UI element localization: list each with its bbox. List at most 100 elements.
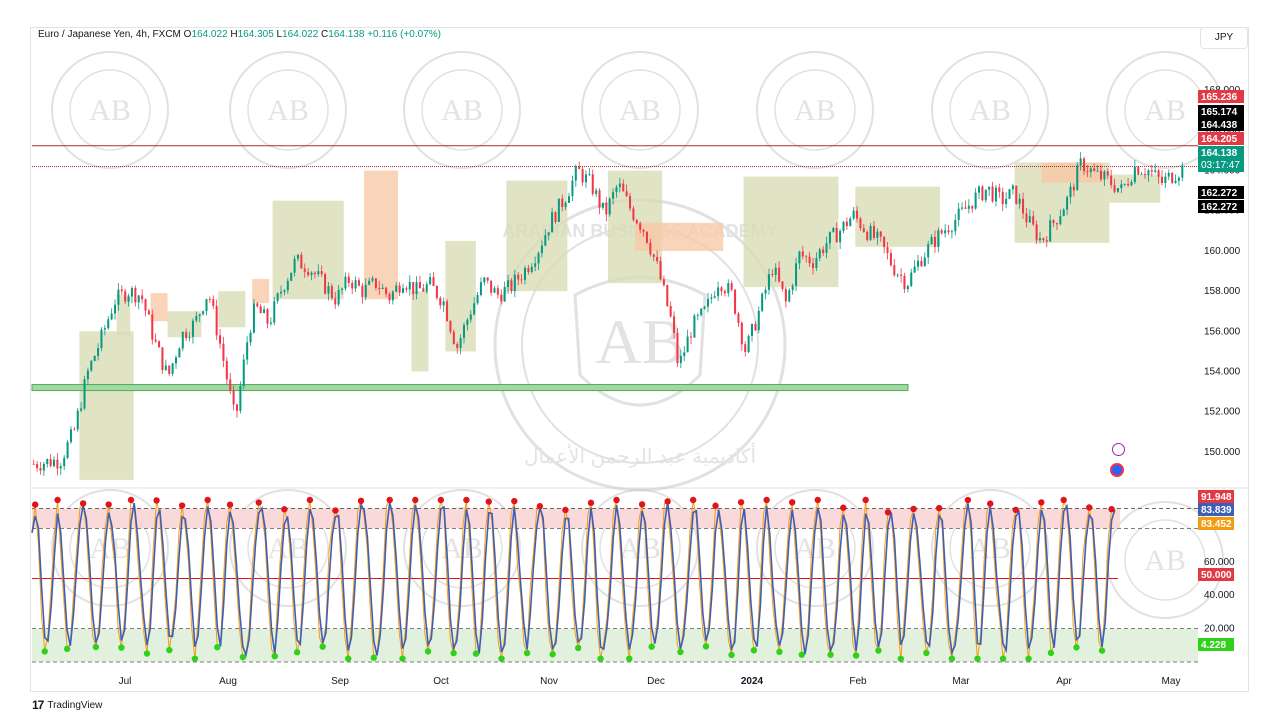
candle-body bbox=[476, 295, 479, 304]
candle-body bbox=[171, 363, 174, 374]
seal-ring-inner bbox=[247, 507, 329, 589]
candle-body bbox=[662, 279, 665, 286]
osc-peak-dot bbox=[664, 498, 671, 505]
candle-body bbox=[347, 276, 350, 283]
candle-body bbox=[405, 288, 408, 290]
zone-box bbox=[506, 180, 568, 292]
seal-monogram: AB bbox=[267, 94, 309, 127]
candle-body bbox=[313, 272, 316, 275]
osc-trough-dot bbox=[271, 652, 278, 660]
candle-body bbox=[984, 189, 987, 201]
zone-box bbox=[364, 170, 398, 300]
candle-body bbox=[1140, 174, 1143, 175]
candle-body bbox=[113, 304, 117, 314]
candle-body bbox=[994, 187, 997, 202]
alert-icon[interactable] bbox=[1112, 443, 1125, 456]
candle-body bbox=[832, 228, 835, 232]
candle-body bbox=[212, 299, 215, 306]
candle-body bbox=[90, 360, 93, 371]
candle-body bbox=[652, 254, 655, 257]
candle-body bbox=[1049, 220, 1052, 242]
candle-body bbox=[937, 230, 940, 247]
osc-peak-dot bbox=[935, 504, 943, 512]
currency-button[interactable]: JPY bbox=[1200, 27, 1248, 49]
candle-body bbox=[534, 263, 537, 267]
replay-icon[interactable] bbox=[1110, 463, 1124, 477]
candle-body bbox=[1144, 174, 1147, 176]
open-value: 164.022 bbox=[191, 29, 228, 40]
candle-body bbox=[425, 284, 428, 292]
candle-body bbox=[185, 331, 188, 339]
candle-body bbox=[439, 297, 442, 306]
candle-body bbox=[805, 256, 808, 258]
candle-body bbox=[1116, 188, 1119, 192]
zone-box bbox=[218, 291, 246, 328]
candle-body bbox=[1038, 238, 1042, 241]
candle-body bbox=[388, 294, 391, 301]
candle-body bbox=[93, 355, 96, 361]
candle-body bbox=[408, 281, 411, 290]
candle-body bbox=[1005, 198, 1008, 205]
candle-body bbox=[371, 278, 374, 281]
candle-body bbox=[852, 210, 855, 219]
osc-trough-dot bbox=[702, 643, 710, 650]
candle-body bbox=[612, 192, 615, 199]
seal-monogram: AB bbox=[619, 94, 661, 127]
candle-body bbox=[46, 459, 49, 465]
candle-body bbox=[36, 464, 39, 469]
price-label-bg bbox=[1198, 200, 1244, 213]
osc-trough-dot bbox=[626, 655, 633, 662]
candle-body bbox=[110, 313, 113, 320]
candle-body bbox=[1096, 170, 1099, 172]
candle-body bbox=[215, 305, 218, 336]
candle-body bbox=[490, 280, 493, 293]
candle-body bbox=[53, 459, 56, 467]
watermark-seal: AB bbox=[51, 51, 169, 169]
candle-body bbox=[917, 260, 920, 267]
candle-body bbox=[1123, 183, 1126, 185]
candle-body bbox=[1174, 180, 1177, 183]
osc-trough-dot bbox=[143, 650, 151, 657]
price-label: 164.438 bbox=[1201, 120, 1238, 131]
osc-trough-dot bbox=[450, 649, 457, 657]
candle-body bbox=[1103, 171, 1106, 180]
candle-body bbox=[862, 228, 865, 232]
osc-peak-dot bbox=[204, 496, 211, 504]
candle-body bbox=[361, 285, 364, 298]
candle-body bbox=[764, 289, 767, 294]
candle-body bbox=[103, 328, 106, 330]
candle-body bbox=[930, 236, 933, 245]
price-axis-tick: 152.000 bbox=[1204, 407, 1241, 418]
seal-monogram: AB bbox=[89, 94, 131, 127]
zone-box bbox=[743, 176, 839, 288]
candle-body bbox=[673, 316, 676, 333]
candle-body bbox=[635, 219, 638, 224]
osc-peak-dot bbox=[437, 496, 445, 504]
osc-trough-dot bbox=[191, 655, 199, 662]
candle-body bbox=[225, 360, 228, 380]
tradingview-logo[interactable]: 17 TradingView bbox=[32, 698, 102, 712]
brand-name: TradingView bbox=[47, 699, 103, 711]
candle-body bbox=[137, 295, 140, 303]
candle-body bbox=[456, 343, 459, 348]
candle-body bbox=[791, 285, 794, 291]
candle-body bbox=[385, 287, 388, 295]
candle-body bbox=[557, 198, 560, 222]
price-label: 165.236 bbox=[1201, 92, 1238, 103]
candle-body bbox=[229, 379, 232, 391]
candle-body bbox=[83, 379, 86, 409]
osc-peak-dot bbox=[789, 499, 796, 506]
candle-body bbox=[1072, 186, 1075, 191]
candle-body bbox=[1177, 177, 1180, 181]
candle-body bbox=[1059, 216, 1062, 225]
candle-body bbox=[1120, 184, 1123, 189]
osc-peak-dot bbox=[587, 499, 595, 507]
time-axis-tick: Jul bbox=[119, 676, 132, 687]
osc-label-bg bbox=[1198, 517, 1234, 530]
osc-peak-dot bbox=[689, 496, 697, 504]
candle-body bbox=[544, 235, 547, 246]
candle-body bbox=[679, 355, 682, 364]
osc-trough-dot bbox=[523, 649, 531, 657]
candle-body bbox=[429, 277, 432, 285]
